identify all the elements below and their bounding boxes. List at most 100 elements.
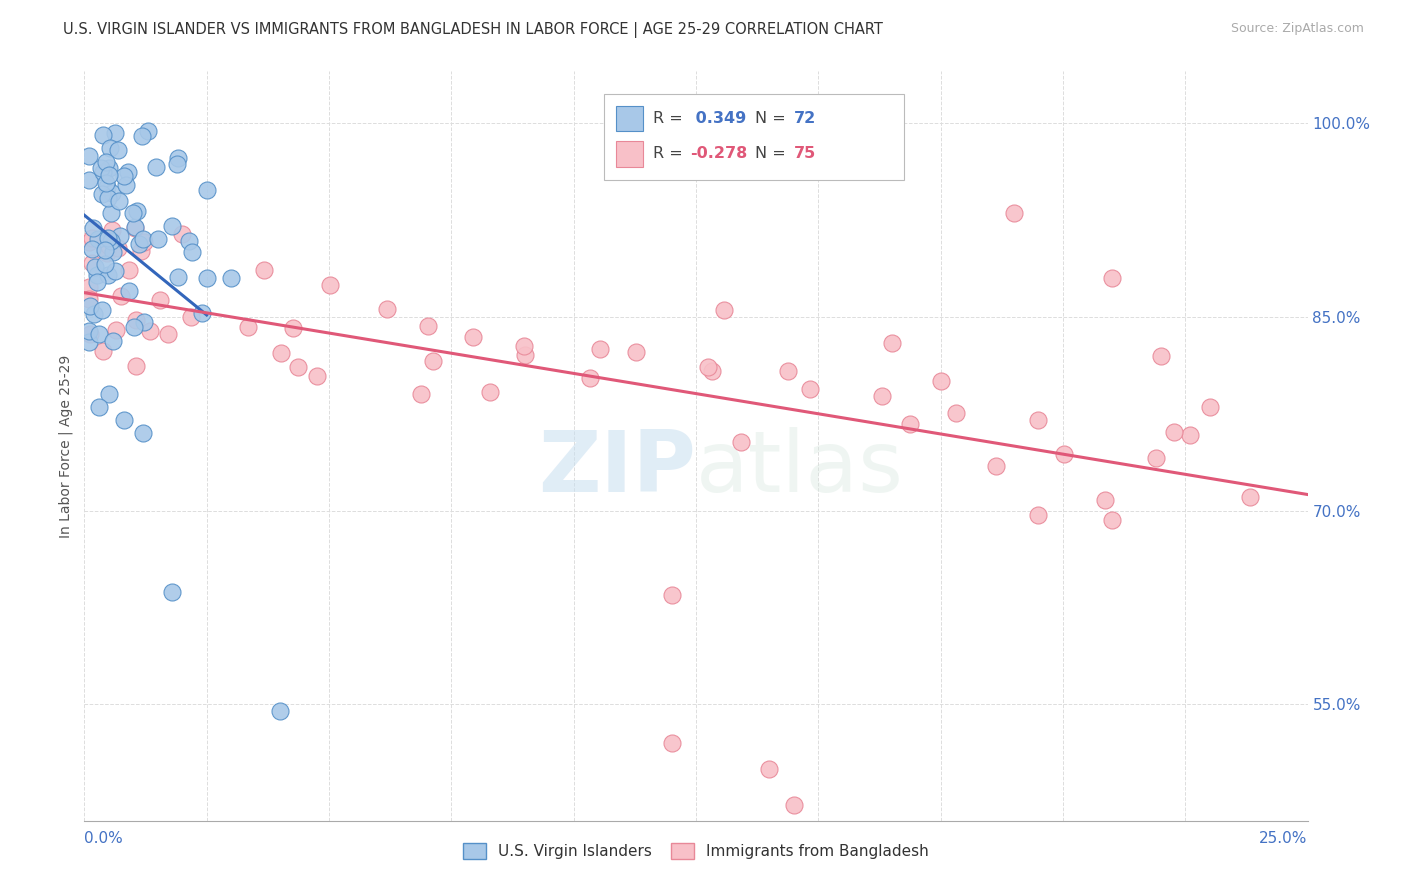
Point: [103, 334, 125, 348]
Point: [661, 588, 683, 602]
Point: [101, 222, 124, 236]
Point: [110, 289, 132, 303]
Text: Source: ZipAtlas.com: Source: ZipAtlas.com: [1230, 22, 1364, 36]
Point: [97, 168, 120, 182]
Point: [730, 435, 752, 450]
Point: [281, 321, 304, 335]
Point: [269, 704, 291, 718]
Point: [880, 335, 903, 350]
Point: [77, 324, 100, 338]
Point: [118, 284, 141, 298]
Point: [463, 330, 485, 344]
Point: [77, 172, 100, 186]
Point: [167, 269, 190, 284]
Point: [512, 339, 534, 353]
Text: N =: N =: [755, 146, 790, 161]
Point: [156, 326, 179, 341]
Point: [422, 353, 444, 368]
Point: [758, 762, 780, 776]
Point: [145, 160, 167, 174]
FancyBboxPatch shape: [616, 106, 644, 131]
Point: [1144, 451, 1167, 466]
Point: [1053, 447, 1076, 461]
Legend: U.S. Virgin Islanders, Immigrants from Bangladesh: U.S. Virgin Islanders, Immigrants from B…: [457, 838, 935, 865]
Point: [167, 151, 190, 165]
Point: [170, 227, 193, 242]
Point: [783, 798, 806, 813]
Point: [97, 268, 120, 282]
Point: [110, 229, 132, 244]
Point: [107, 241, 129, 255]
Point: [107, 144, 129, 158]
Point: [86, 268, 108, 282]
Point: [799, 383, 821, 397]
Point: [149, 293, 172, 307]
Point: [97, 387, 120, 401]
Point: [122, 320, 145, 334]
Point: [122, 206, 145, 220]
Point: [98, 141, 121, 155]
Point: [83, 307, 105, 321]
Point: [80, 231, 103, 245]
Point: [132, 426, 155, 441]
Point: [195, 271, 218, 285]
Point: [513, 348, 536, 362]
Point: [870, 389, 893, 403]
Point: [128, 237, 150, 252]
Point: [82, 242, 104, 256]
Point: [252, 263, 274, 277]
Text: 25.0%: 25.0%: [1260, 831, 1308, 846]
Point: [100, 235, 122, 249]
Point: [82, 221, 104, 235]
Point: [179, 234, 201, 248]
Point: [98, 161, 121, 175]
Point: [127, 203, 149, 218]
Point: [1163, 425, 1185, 439]
Text: 72: 72: [794, 112, 815, 126]
Text: 75: 75: [794, 146, 815, 161]
Point: [94, 176, 117, 190]
Point: [1002, 206, 1025, 220]
Point: [195, 183, 218, 197]
Point: [104, 323, 127, 337]
Point: [132, 235, 155, 249]
Point: [319, 277, 342, 292]
Point: [94, 155, 117, 169]
Point: [146, 232, 169, 246]
Point: [929, 375, 952, 389]
Point: [162, 219, 184, 234]
Point: [103, 244, 125, 259]
Text: ZIP: ZIP: [538, 427, 696, 510]
Point: [104, 126, 127, 140]
Point: [411, 386, 433, 401]
Point: [90, 161, 112, 175]
Point: [112, 413, 135, 427]
Point: [91, 128, 114, 142]
Text: R =: R =: [654, 146, 688, 161]
Point: [166, 157, 188, 171]
Point: [104, 264, 127, 278]
Point: [307, 369, 329, 384]
Point: [125, 359, 148, 374]
Point: [98, 239, 121, 253]
Text: N =: N =: [755, 112, 790, 126]
Text: U.S. VIRGIN ISLANDER VS IMMIGRANTS FROM BANGLADESH IN LABOR FORCE | AGE 25-29 CO: U.S. VIRGIN ISLANDER VS IMMIGRANTS FROM …: [63, 22, 883, 38]
Point: [100, 186, 122, 200]
Point: [100, 205, 122, 219]
Point: [375, 301, 398, 316]
Y-axis label: In Labor Force | Age 25-29: In Labor Force | Age 25-29: [59, 354, 73, 538]
Point: [578, 370, 600, 384]
Point: [696, 359, 718, 374]
Point: [1094, 492, 1116, 507]
Point: [1101, 513, 1123, 527]
Text: R =: R =: [654, 112, 688, 126]
Point: [131, 129, 153, 144]
Point: [96, 245, 118, 260]
Point: [1101, 271, 1123, 285]
Point: [107, 194, 129, 208]
Point: [86, 232, 108, 246]
Point: [77, 335, 100, 350]
Point: [132, 232, 155, 246]
Point: [132, 315, 155, 329]
Point: [96, 179, 118, 194]
